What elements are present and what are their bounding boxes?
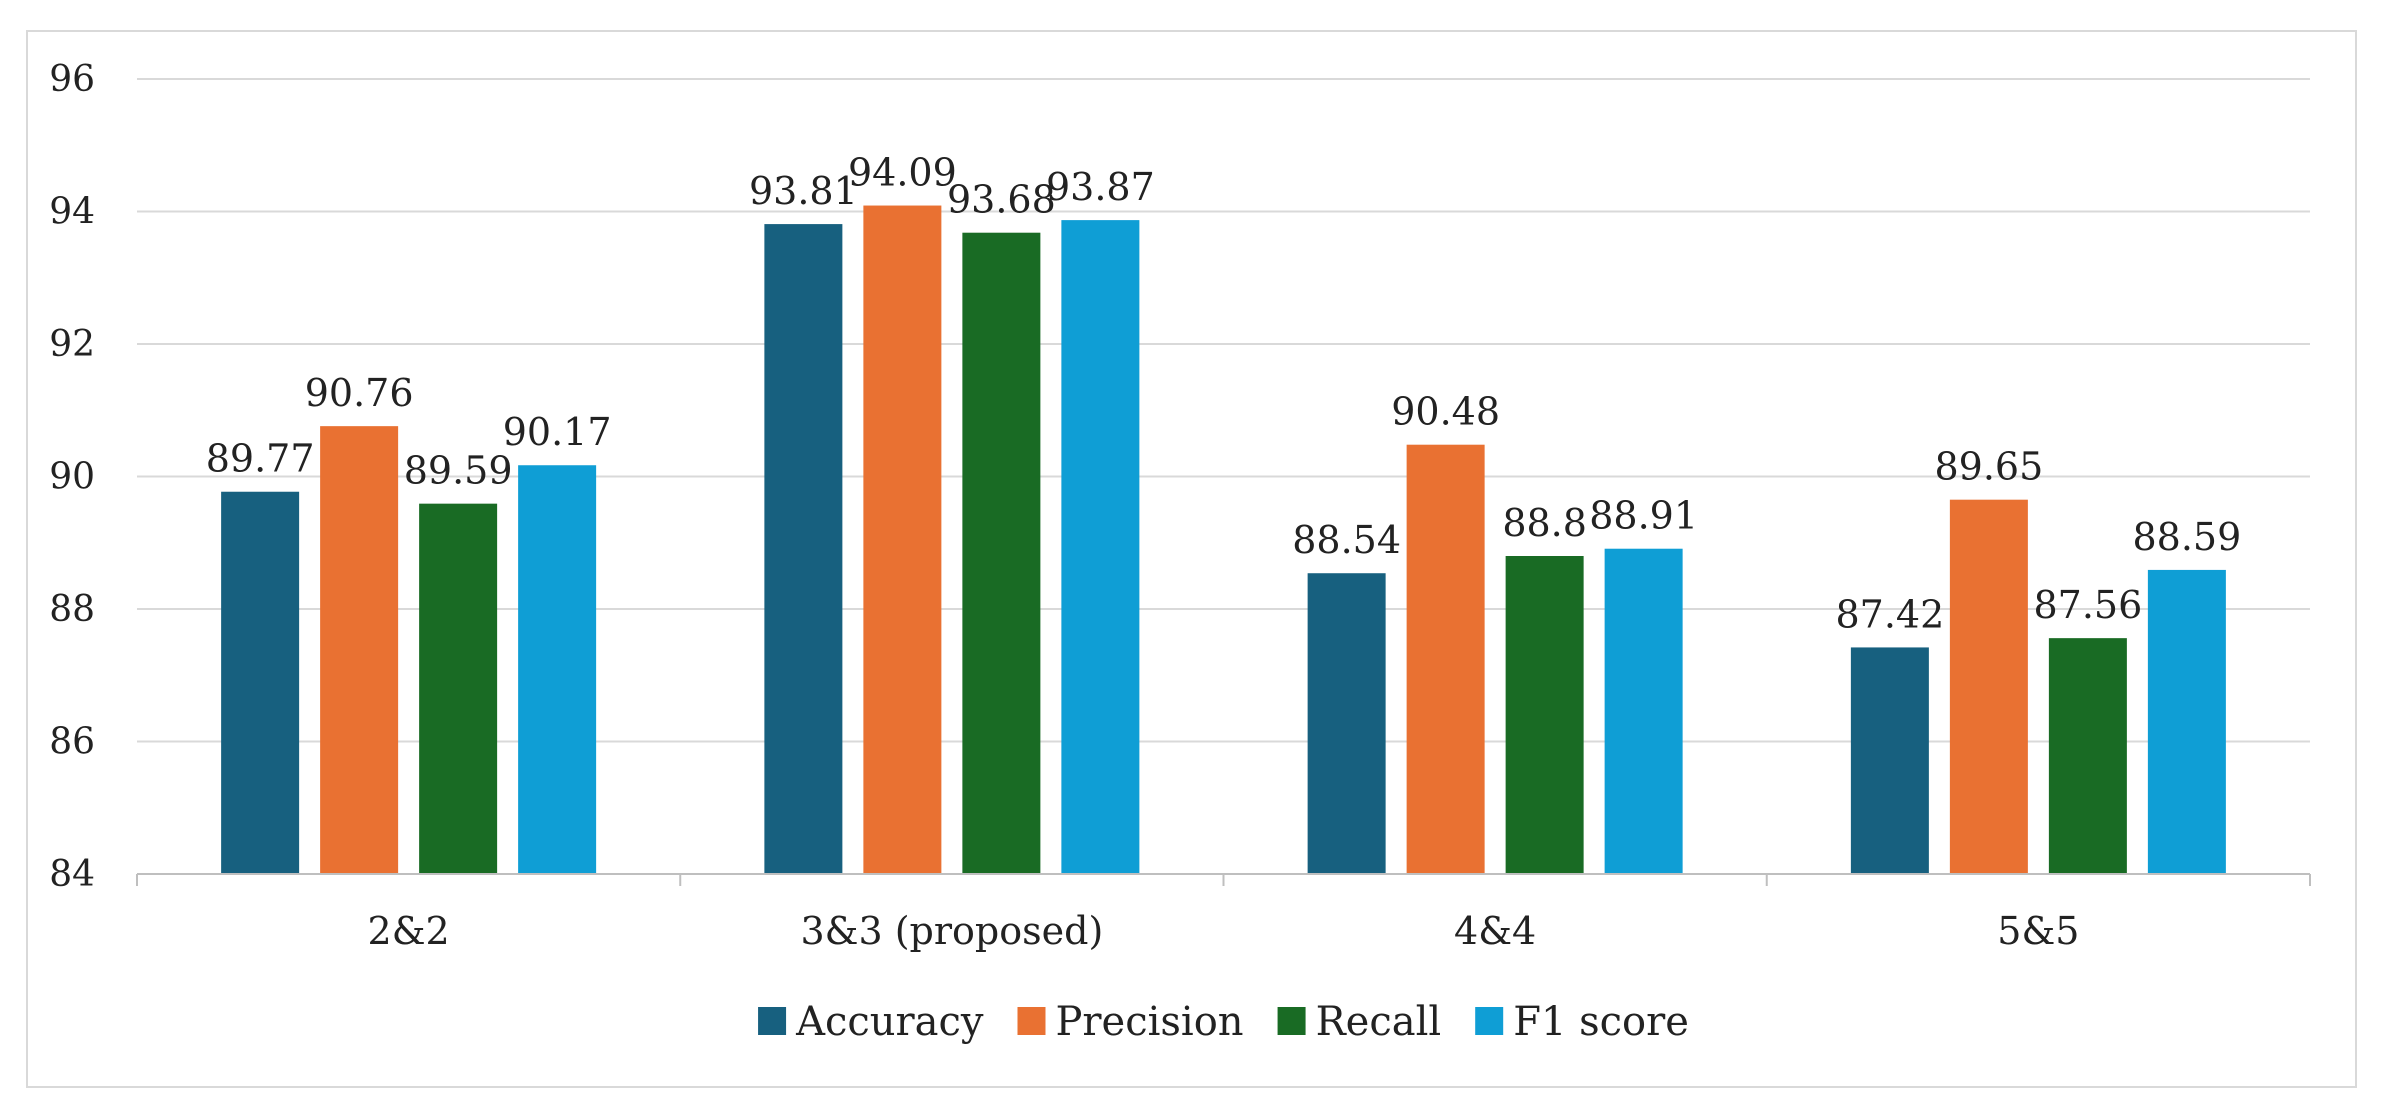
bar-recall: [1505, 556, 1584, 874]
bar-accuracy: [764, 224, 843, 874]
legend-swatch: [1277, 1007, 1306, 1035]
legend-label: F1 score: [1513, 999, 1689, 1045]
bar-recall: [2048, 638, 2127, 874]
data-label: 93.68: [947, 178, 1056, 222]
data-label: 87.42: [1835, 592, 1944, 636]
data-label: 89.77: [206, 437, 315, 481]
bars: [221, 205, 2226, 875]
legend-label: Precision: [1055, 999, 1243, 1045]
data-label: 88.54: [1292, 518, 1401, 562]
legend-label: Recall: [1316, 999, 1442, 1045]
data-label: 88.8: [1502, 501, 1587, 545]
data-label: 89.59: [404, 449, 513, 493]
gridlines: [137, 78, 2310, 743]
bar-recall: [962, 232, 1041, 874]
data-label: 90.76: [305, 371, 414, 415]
data-label: 90.17: [503, 410, 612, 454]
y-tick-label: 86: [49, 722, 95, 763]
legend-label: Accuracy: [795, 999, 984, 1045]
legend-swatch: [1475, 1007, 1504, 1035]
bar-accuracy: [221, 491, 300, 874]
y-tick-label: 90: [49, 457, 95, 498]
data-label: 90.48: [1391, 390, 1500, 434]
y-tick-label: 92: [49, 324, 95, 365]
bar-accuracy: [1850, 647, 1929, 874]
data-label: 93.87: [1046, 165, 1155, 209]
bar-precision: [1406, 444, 1485, 874]
x-tick-label: 3&3 (proposed): [800, 909, 1103, 953]
x-tick-label: 5&5: [1997, 909, 2079, 953]
legend: Accuracy Precision Recall F1 score: [758, 999, 1689, 1045]
legend-swatch: [758, 1007, 787, 1035]
y-tick-label: 88: [49, 589, 95, 630]
bar-recall: [419, 503, 498, 874]
bar-precision: [320, 426, 399, 874]
bar-precision: [1949, 499, 2028, 874]
x-tick-label: 2&2: [368, 909, 450, 953]
bar-f1-score: [2147, 569, 2226, 874]
y-tick-label: 96: [49, 59, 95, 100]
data-label: 94.09: [848, 151, 957, 195]
legend-item: Accuracy: [758, 999, 984, 1045]
bar-accuracy: [1307, 573, 1386, 874]
legend-item: Recall: [1277, 999, 1442, 1045]
y-axis-ticks: 84 86 88 90 92 94 96: [49, 59, 95, 895]
x-tick-label: 4&4: [1454, 909, 1536, 953]
y-tick-label: 84: [49, 854, 95, 895]
bar-f1-score: [518, 465, 597, 874]
bar-precision: [863, 205, 942, 875]
legend-swatch: [1017, 1007, 1046, 1035]
y-tick-label: 94: [49, 192, 95, 233]
x-axis: 2&2 3&3 (proposed) 4&4 5&5: [136, 873, 2311, 953]
data-label: 88.91: [1589, 494, 1698, 538]
bar-f1-score: [1604, 548, 1683, 874]
data-label: 88.59: [2132, 515, 2241, 559]
data-label: 87.56: [2033, 583, 2142, 627]
legend-item: F1 score: [1475, 999, 1689, 1045]
legend-item: Precision: [1017, 999, 1244, 1045]
data-label: 93.81: [749, 169, 858, 213]
data-label: 89.65: [1934, 445, 2043, 489]
bar-f1-score: [1061, 220, 1140, 875]
